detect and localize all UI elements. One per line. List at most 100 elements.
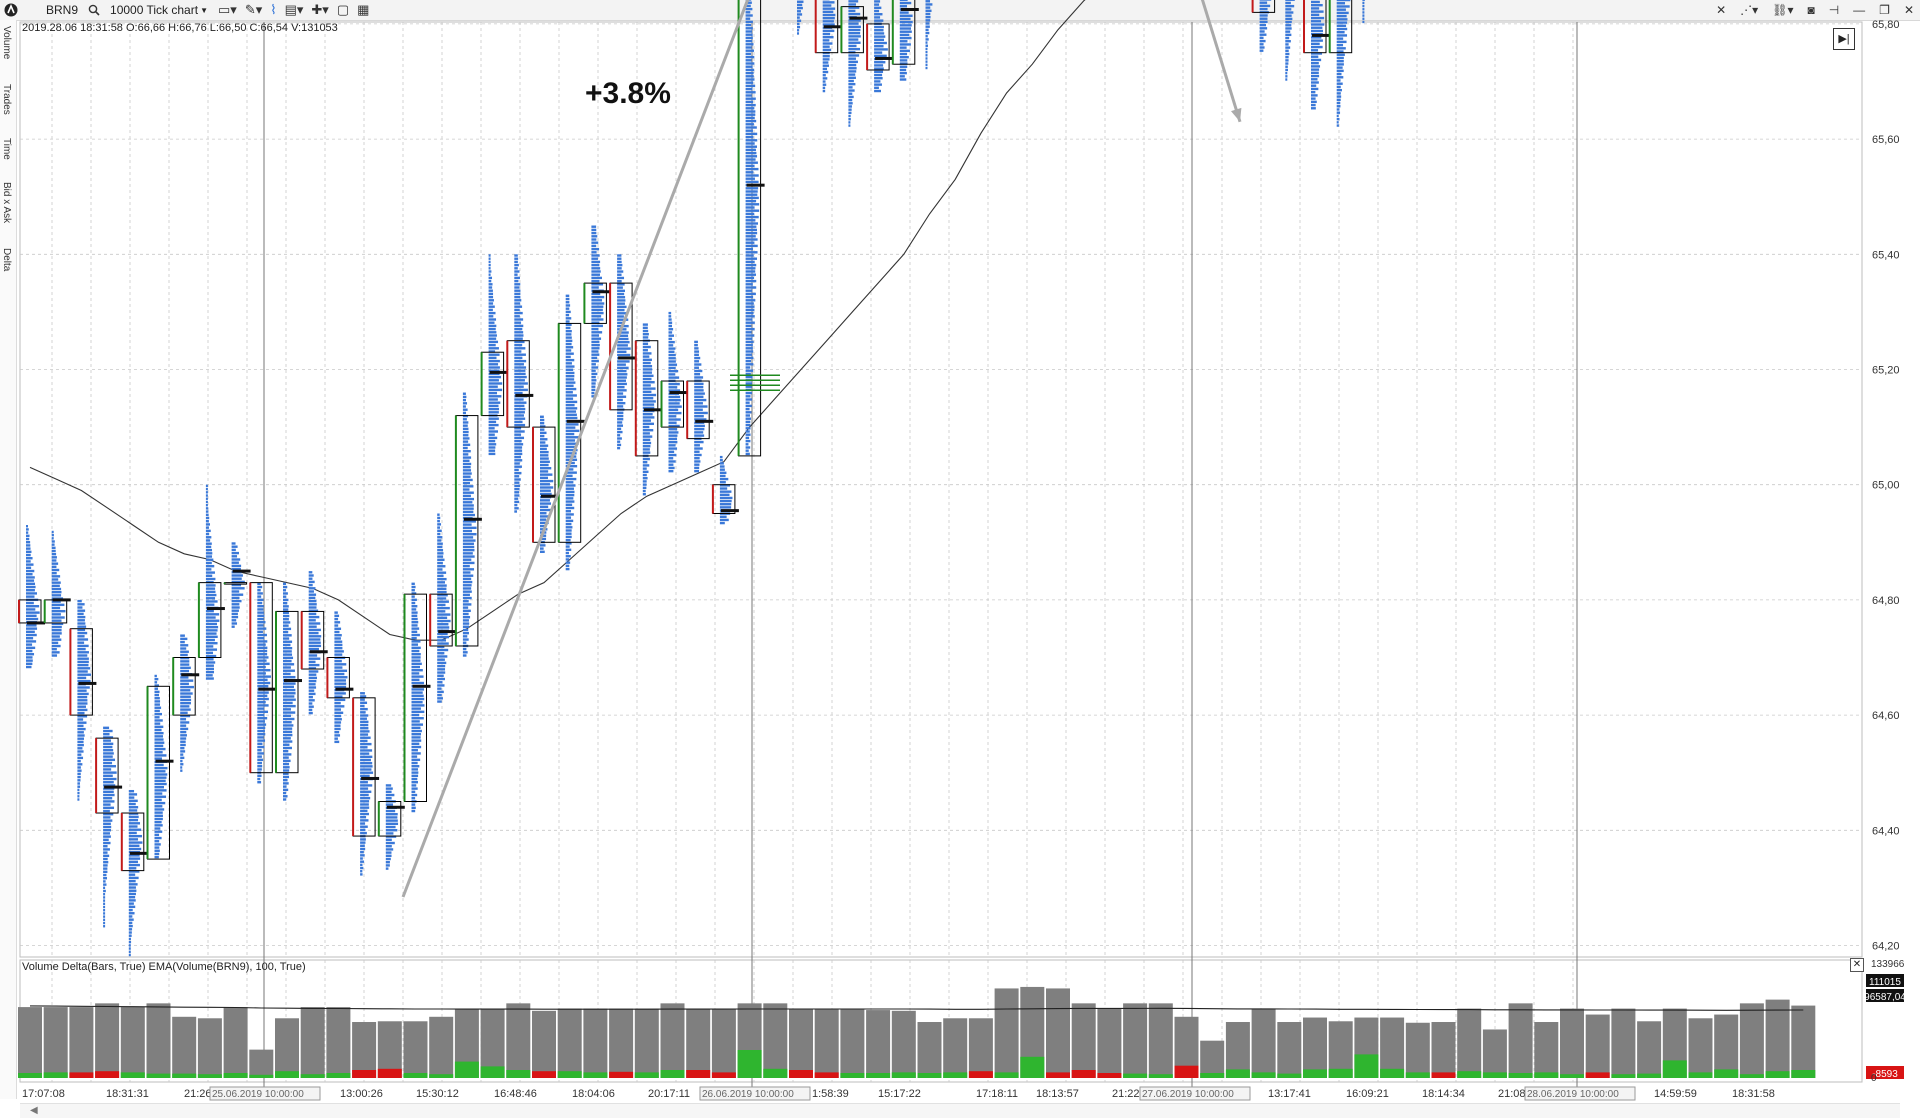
candle xyxy=(223,542,251,628)
window-icon[interactable]: ▢ xyxy=(336,2,350,17)
volume-profile-bar xyxy=(1336,88,1342,92)
minimize-icon[interactable]: — xyxy=(1853,3,1866,17)
tab-bid-ask[interactable]: Bid x Ask xyxy=(1,182,12,224)
volume-profile-bar xyxy=(360,803,369,806)
volume-profile-bar xyxy=(128,793,138,796)
line-chart-icon[interactable]: ⌇ xyxy=(270,2,277,17)
volume-profile-bar xyxy=(257,710,269,714)
indicator-icon[interactable]: ▤▾ xyxy=(284,2,304,17)
volume-profile-bar xyxy=(462,638,469,641)
volume-profile-bar xyxy=(874,41,887,45)
volume-profile-bar xyxy=(77,708,88,712)
volume-profile-bar xyxy=(694,376,704,379)
volume-profile-bar xyxy=(154,744,164,748)
volume-profile-bar xyxy=(745,55,755,59)
camera-icon[interactable]: ◙ xyxy=(1807,3,1815,17)
volume-profile-bar xyxy=(642,435,653,438)
volume-profile-bar xyxy=(719,484,731,487)
volume-profile-bar xyxy=(231,583,242,587)
volume-profile-bar xyxy=(411,637,417,640)
volume-profile-bar xyxy=(411,713,420,717)
tab-delta[interactable]: Delta xyxy=(1,248,12,272)
volume-profile-bar xyxy=(26,585,36,589)
volume-profile-bar xyxy=(488,302,494,305)
y-tick-label: 64,20 xyxy=(1872,941,1900,953)
volume-profile-bar xyxy=(308,628,321,632)
volume-bar xyxy=(1637,1021,1662,1078)
volume-profile-bar xyxy=(848,124,851,127)
volume-profile-bar xyxy=(154,824,163,827)
crosshair-icon[interactable]: ✚▾ xyxy=(311,2,329,17)
candle xyxy=(377,784,405,870)
tab-volume[interactable]: Volume xyxy=(1,26,12,60)
volume-profile-bar xyxy=(565,397,574,400)
y-tick-label: 65,80 xyxy=(1872,19,1900,31)
volume-profile-bar xyxy=(874,83,882,86)
volume-profile-bar xyxy=(154,779,166,783)
tab-time[interactable]: Time xyxy=(1,138,12,160)
poc-marker xyxy=(335,687,354,691)
volume-profile-bar xyxy=(719,490,732,493)
logo-icon[interactable] xyxy=(4,0,18,20)
volume-profile-bar xyxy=(283,646,293,650)
volume-profile-bar xyxy=(1259,46,1265,49)
volume-profile-bar xyxy=(360,701,368,704)
volume-profile-bar xyxy=(308,660,316,664)
volume-profile-bar xyxy=(411,640,421,643)
volume-profile-bar xyxy=(694,395,704,399)
scroll-to-end-button[interactable]: ▶| xyxy=(1833,28,1855,50)
volume-profile-bar xyxy=(257,691,269,694)
volume-profile-bar xyxy=(745,20,753,24)
volume-profile-bar xyxy=(925,35,928,38)
volume-profile-bar xyxy=(745,436,750,440)
volume-profile-bar xyxy=(205,600,218,603)
volume-profile-bar xyxy=(565,301,570,304)
volume-profile-bar xyxy=(257,733,266,736)
volume-profile-bar xyxy=(77,734,85,737)
volume-profile-bar xyxy=(874,38,885,42)
horizontal-scrollbar[interactable]: ◀ xyxy=(20,1103,1900,1118)
volume-profile-bar xyxy=(591,283,604,286)
tools-icon[interactable]: ✕ xyxy=(1716,3,1727,17)
lines-icon[interactable]: ⋰▾ xyxy=(1740,3,1759,17)
close-icon[interactable]: ✕ xyxy=(1903,3,1914,17)
restore-icon[interactable]: ❐ xyxy=(1879,3,1890,17)
volume-profile-bar xyxy=(77,743,84,747)
volume-profile-bar xyxy=(617,405,624,408)
volume-profile-bar xyxy=(231,564,242,568)
volume-profile-bar xyxy=(745,119,757,123)
volume-profile-bar xyxy=(565,320,570,323)
volume-profile-bar xyxy=(1311,10,1324,13)
volume-profile-bar xyxy=(745,180,759,184)
pencil-icon[interactable]: ✎▾ xyxy=(244,2,263,17)
symbol-label[interactable]: BRN9 xyxy=(46,3,79,17)
template-icon[interactable]: ▦ xyxy=(357,2,370,17)
volume-profile-bar xyxy=(1285,62,1289,65)
pin-icon[interactable]: ⊣ xyxy=(1828,3,1840,17)
volume-profile-bar xyxy=(514,449,523,452)
tab-trades[interactable]: Trades xyxy=(1,84,12,115)
volume-profile-bar xyxy=(128,886,136,889)
volume-profile-bar xyxy=(540,450,549,454)
volume-profile-bar xyxy=(745,315,755,318)
link-icon[interactable]: ⛓▾ xyxy=(1772,3,1794,17)
volume-profile-bar xyxy=(488,337,497,340)
poc-marker xyxy=(695,419,714,423)
search-icon[interactable] xyxy=(88,0,100,20)
chart-type-dropdown[interactable]: 10000 Tick chart ▼ xyxy=(110,0,208,20)
volume-profile-bar xyxy=(26,633,37,637)
volume-profile-bar xyxy=(668,466,675,470)
volume-profile-bar xyxy=(668,463,674,466)
volume-profile-bar xyxy=(514,411,525,414)
volume-profile-bar xyxy=(488,276,493,280)
scroll-left-icon[interactable]: ◀ xyxy=(30,1105,38,1116)
volume-profile-bar xyxy=(257,758,264,762)
volume-profile-bar xyxy=(103,883,107,886)
volume-profile-bar xyxy=(462,564,470,568)
volume-profile-bar xyxy=(668,357,676,360)
delta-bar xyxy=(300,1074,325,1078)
volume-profile-bar xyxy=(103,870,108,874)
close-indicator-icon[interactable]: ✕ xyxy=(1850,958,1864,972)
monitor-icon[interactable]: ▭▾ xyxy=(218,2,237,17)
